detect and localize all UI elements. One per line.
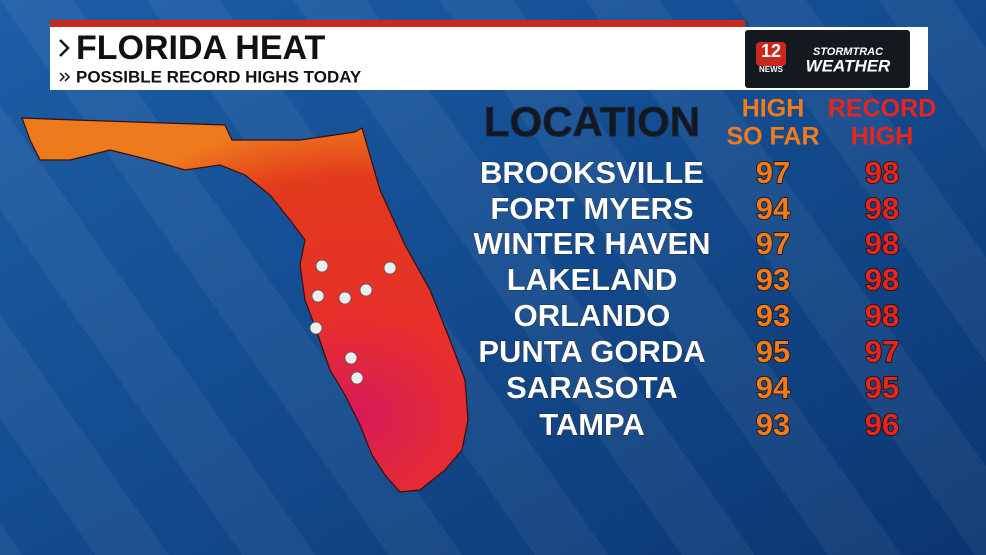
city-dot	[311, 289, 325, 303]
header-accent	[50, 20, 745, 27]
location-name: LAKELAND	[507, 262, 678, 297]
column-header: HIGH	[742, 95, 805, 123]
florida-map	[21, 117, 469, 493]
record-high: 98	[865, 262, 899, 297]
record-high: 98	[865, 155, 899, 190]
logo-line2: WEATHER	[806, 56, 891, 75]
header-subtitle: POSSIBLE RECORD HIGHS TODAY	[76, 67, 362, 86]
record-high: 98	[865, 226, 899, 261]
high-so-far: 94	[756, 370, 791, 405]
city-dot	[383, 261, 397, 275]
location-name: BROOKSVILLE	[480, 155, 704, 190]
city-dot	[350, 371, 364, 385]
high-so-far: 93	[756, 262, 790, 297]
location-name: WINTER HAVEN	[473, 226, 710, 261]
location-name: TAMPA	[539, 407, 645, 442]
location-name: SARASOTA	[506, 370, 678, 405]
city-dot	[309, 321, 323, 335]
high-so-far: 97	[756, 155, 790, 190]
column-header: HIGH	[851, 123, 914, 151]
city-dot	[344, 351, 358, 365]
header-title: FLORIDA HEAT	[76, 29, 326, 67]
location-name: PUNTA GORDA	[478, 334, 705, 369]
column-header: RECORD	[828, 95, 936, 123]
logo-line1: STORMTRAC	[813, 46, 884, 58]
location-name: FORT MYERS	[490, 191, 693, 226]
record-high: 98	[865, 191, 899, 226]
record-high: 98	[865, 298, 899, 333]
chevron-double	[59, 72, 71, 82]
record-high: 96	[865, 407, 899, 442]
city-dot	[359, 283, 373, 297]
column-header: SO FAR	[726, 123, 819, 151]
high-so-far: 95	[756, 334, 790, 369]
city-dots	[309, 259, 397, 385]
high-so-far: 97	[756, 226, 790, 261]
record-high: 97	[865, 334, 899, 369]
location-name: ORLANDO	[514, 298, 671, 333]
record-high: 95	[865, 370, 899, 405]
high-so-far: 94	[756, 191, 791, 226]
logo-news: NEWS	[759, 65, 784, 74]
high-so-far: 93	[756, 407, 790, 442]
logo-box	[745, 30, 910, 88]
column-header: LOCATION	[484, 98, 700, 145]
high-so-far: 93	[756, 298, 790, 333]
logo-channel: 12	[761, 41, 781, 61]
city-dot	[338, 291, 352, 305]
city-dot	[315, 259, 329, 273]
chevron	[59, 39, 70, 57]
logo-badge	[756, 42, 786, 66]
